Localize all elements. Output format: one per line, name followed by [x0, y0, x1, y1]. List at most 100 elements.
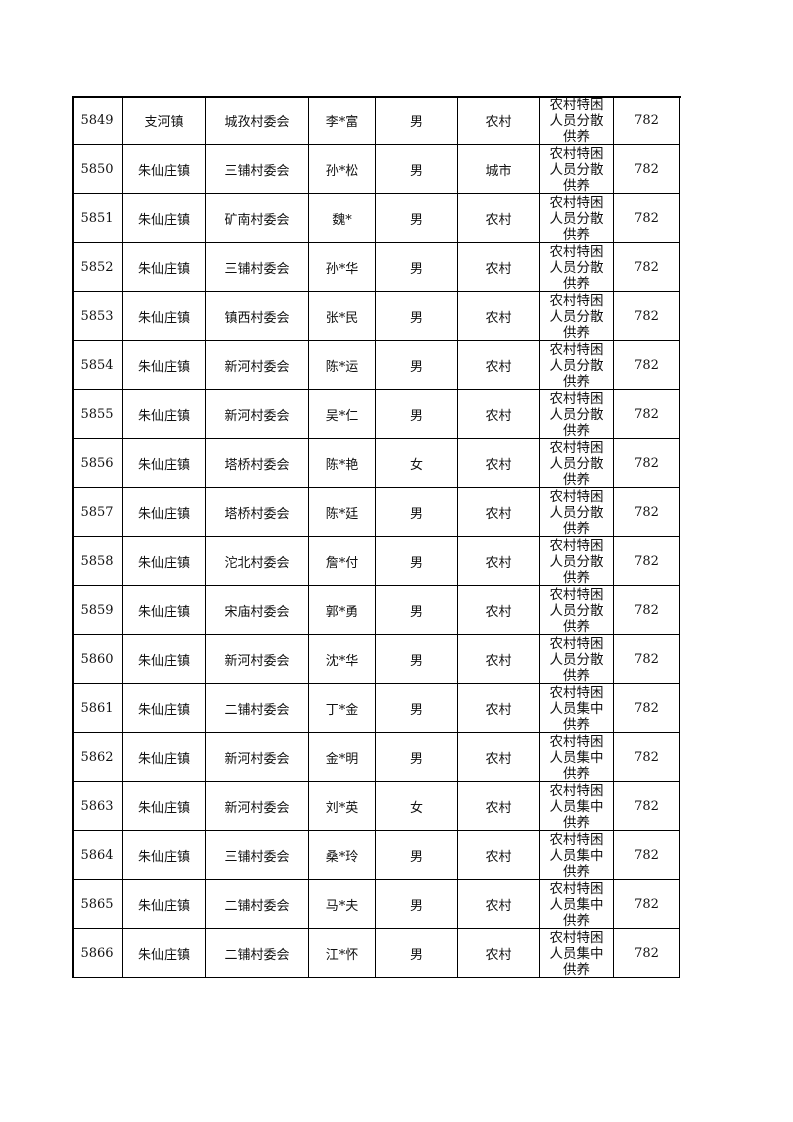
table-cell: 二铺村委会 [206, 929, 309, 978]
table-cell: 新河村委会 [206, 341, 309, 390]
table-cell: 农村特困人员集中供养 [540, 831, 614, 880]
table-cell: 朱仙庄镇 [123, 341, 206, 390]
table-cell: 男 [376, 194, 458, 243]
table-cell: 5860 [72, 635, 123, 684]
table-cell: 张*民 [309, 292, 376, 341]
table-cell: 江*怀 [309, 929, 376, 978]
table-cell: 孙*华 [309, 243, 376, 292]
table-cell: 男 [376, 635, 458, 684]
table-cell: 男 [376, 586, 458, 635]
table-cell: 朱仙庄镇 [123, 292, 206, 341]
table-cell: 782 [614, 439, 680, 488]
table-cell: 朱仙庄镇 [123, 635, 206, 684]
table-cell: 男 [376, 488, 458, 537]
table-cell: 男 [376, 341, 458, 390]
table-cell: 5859 [72, 586, 123, 635]
table-cell: 女 [376, 782, 458, 831]
table-cell: 新河村委会 [206, 390, 309, 439]
table-cell: 朱仙庄镇 [123, 537, 206, 586]
table-cell: 农村 [458, 733, 540, 782]
table-cell: 农村特困人员分散供养 [540, 243, 614, 292]
table-cell: 5855 [72, 390, 123, 439]
table-cell: 5861 [72, 684, 123, 733]
table-cell: 农村特困人员分散供养 [540, 586, 614, 635]
table-cell: 5865 [72, 880, 123, 929]
table-cell: 农村特困人员分散供养 [540, 390, 614, 439]
table-cell: 新河村委会 [206, 782, 309, 831]
table-cell: 朱仙庄镇 [123, 390, 206, 439]
table-cell: 三铺村委会 [206, 243, 309, 292]
table-cell: 782 [614, 96, 680, 145]
table-cell: 吴*仁 [309, 390, 376, 439]
table-cell: 农村 [458, 439, 540, 488]
table-cell: 5854 [72, 341, 123, 390]
table-cell: 农村 [458, 684, 540, 733]
table-cell: 李*富 [309, 96, 376, 145]
table-cell: 女 [376, 439, 458, 488]
table-cell: 新河村委会 [206, 635, 309, 684]
table-cell: 二铺村委会 [206, 684, 309, 733]
table-cell: 朱仙庄镇 [123, 488, 206, 537]
table-cell: 男 [376, 831, 458, 880]
table-cell: 朱仙庄镇 [123, 733, 206, 782]
table-cell: 782 [614, 488, 680, 537]
table-cell: 农村特困人员分散供养 [540, 194, 614, 243]
table-cell: 农村 [458, 292, 540, 341]
table-cell: 支河镇 [123, 96, 206, 145]
table-cell: 塔桥村委会 [206, 488, 309, 537]
table-cell: 782 [614, 341, 680, 390]
table-cell: 农村特困人员分散供养 [540, 145, 614, 194]
table-cell: 5850 [72, 145, 123, 194]
table-cell: 男 [376, 880, 458, 929]
table-cell: 农村 [458, 194, 540, 243]
table-cell: 城市 [458, 145, 540, 194]
table-cell: 5866 [72, 929, 123, 978]
table-cell: 农村特困人员分散供养 [540, 341, 614, 390]
table-cell: 塔桥村委会 [206, 439, 309, 488]
table-cell: 沱北村委会 [206, 537, 309, 586]
table-cell: 782 [614, 733, 680, 782]
table-cell: 朱仙庄镇 [123, 194, 206, 243]
table-cell: 城孜村委会 [206, 96, 309, 145]
table-cell: 782 [614, 880, 680, 929]
table-cell: 陈*廷 [309, 488, 376, 537]
table-cell: 三铺村委会 [206, 831, 309, 880]
table-cell: 男 [376, 390, 458, 439]
table-cell: 农村 [458, 831, 540, 880]
table-cell: 魏* [309, 194, 376, 243]
table-cell: 陈*艳 [309, 439, 376, 488]
table-cell: 农村特困人员分散供养 [540, 537, 614, 586]
table-cell: 朱仙庄镇 [123, 145, 206, 194]
table-cell: 男 [376, 929, 458, 978]
table-cell: 农村特困人员集中供养 [540, 880, 614, 929]
table-cell: 782 [614, 929, 680, 978]
table-cell: 二铺村委会 [206, 880, 309, 929]
table-cell: 农村 [458, 586, 540, 635]
table-cell: 马*夫 [309, 880, 376, 929]
table-cell: 镇西村委会 [206, 292, 309, 341]
table-cell: 丁*金 [309, 684, 376, 733]
table-cell: 782 [614, 194, 680, 243]
table-cell: 郭*勇 [309, 586, 376, 635]
table-cell: 782 [614, 831, 680, 880]
table-cell: 农村特困人员分散供养 [540, 439, 614, 488]
table-cell: 农村特困人员集中供养 [540, 782, 614, 831]
table-cell: 农村特困人员集中供养 [540, 929, 614, 978]
table-cell: 农村 [458, 341, 540, 390]
table-cell: 782 [614, 684, 680, 733]
table-cell: 金*明 [309, 733, 376, 782]
table-cell: 5851 [72, 194, 123, 243]
table-cell: 农村特困人员分散供养 [540, 292, 614, 341]
table-cell: 男 [376, 292, 458, 341]
table-cell: 朱仙庄镇 [123, 243, 206, 292]
table-cell: 朱仙庄镇 [123, 782, 206, 831]
table-cell: 农村 [458, 782, 540, 831]
table-cell: 5852 [72, 243, 123, 292]
table-cell: 农村 [458, 243, 540, 292]
table-cell: 农村 [458, 488, 540, 537]
table-cell: 桑*玲 [309, 831, 376, 880]
table-cell: 5863 [72, 782, 123, 831]
table-cell: 农村 [458, 635, 540, 684]
table-cell: 詹*付 [309, 537, 376, 586]
